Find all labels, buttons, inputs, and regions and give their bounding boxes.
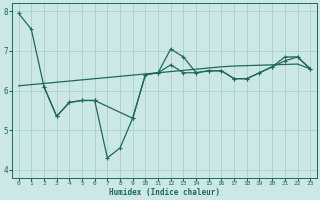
- X-axis label: Humidex (Indice chaleur): Humidex (Indice chaleur): [109, 188, 220, 197]
